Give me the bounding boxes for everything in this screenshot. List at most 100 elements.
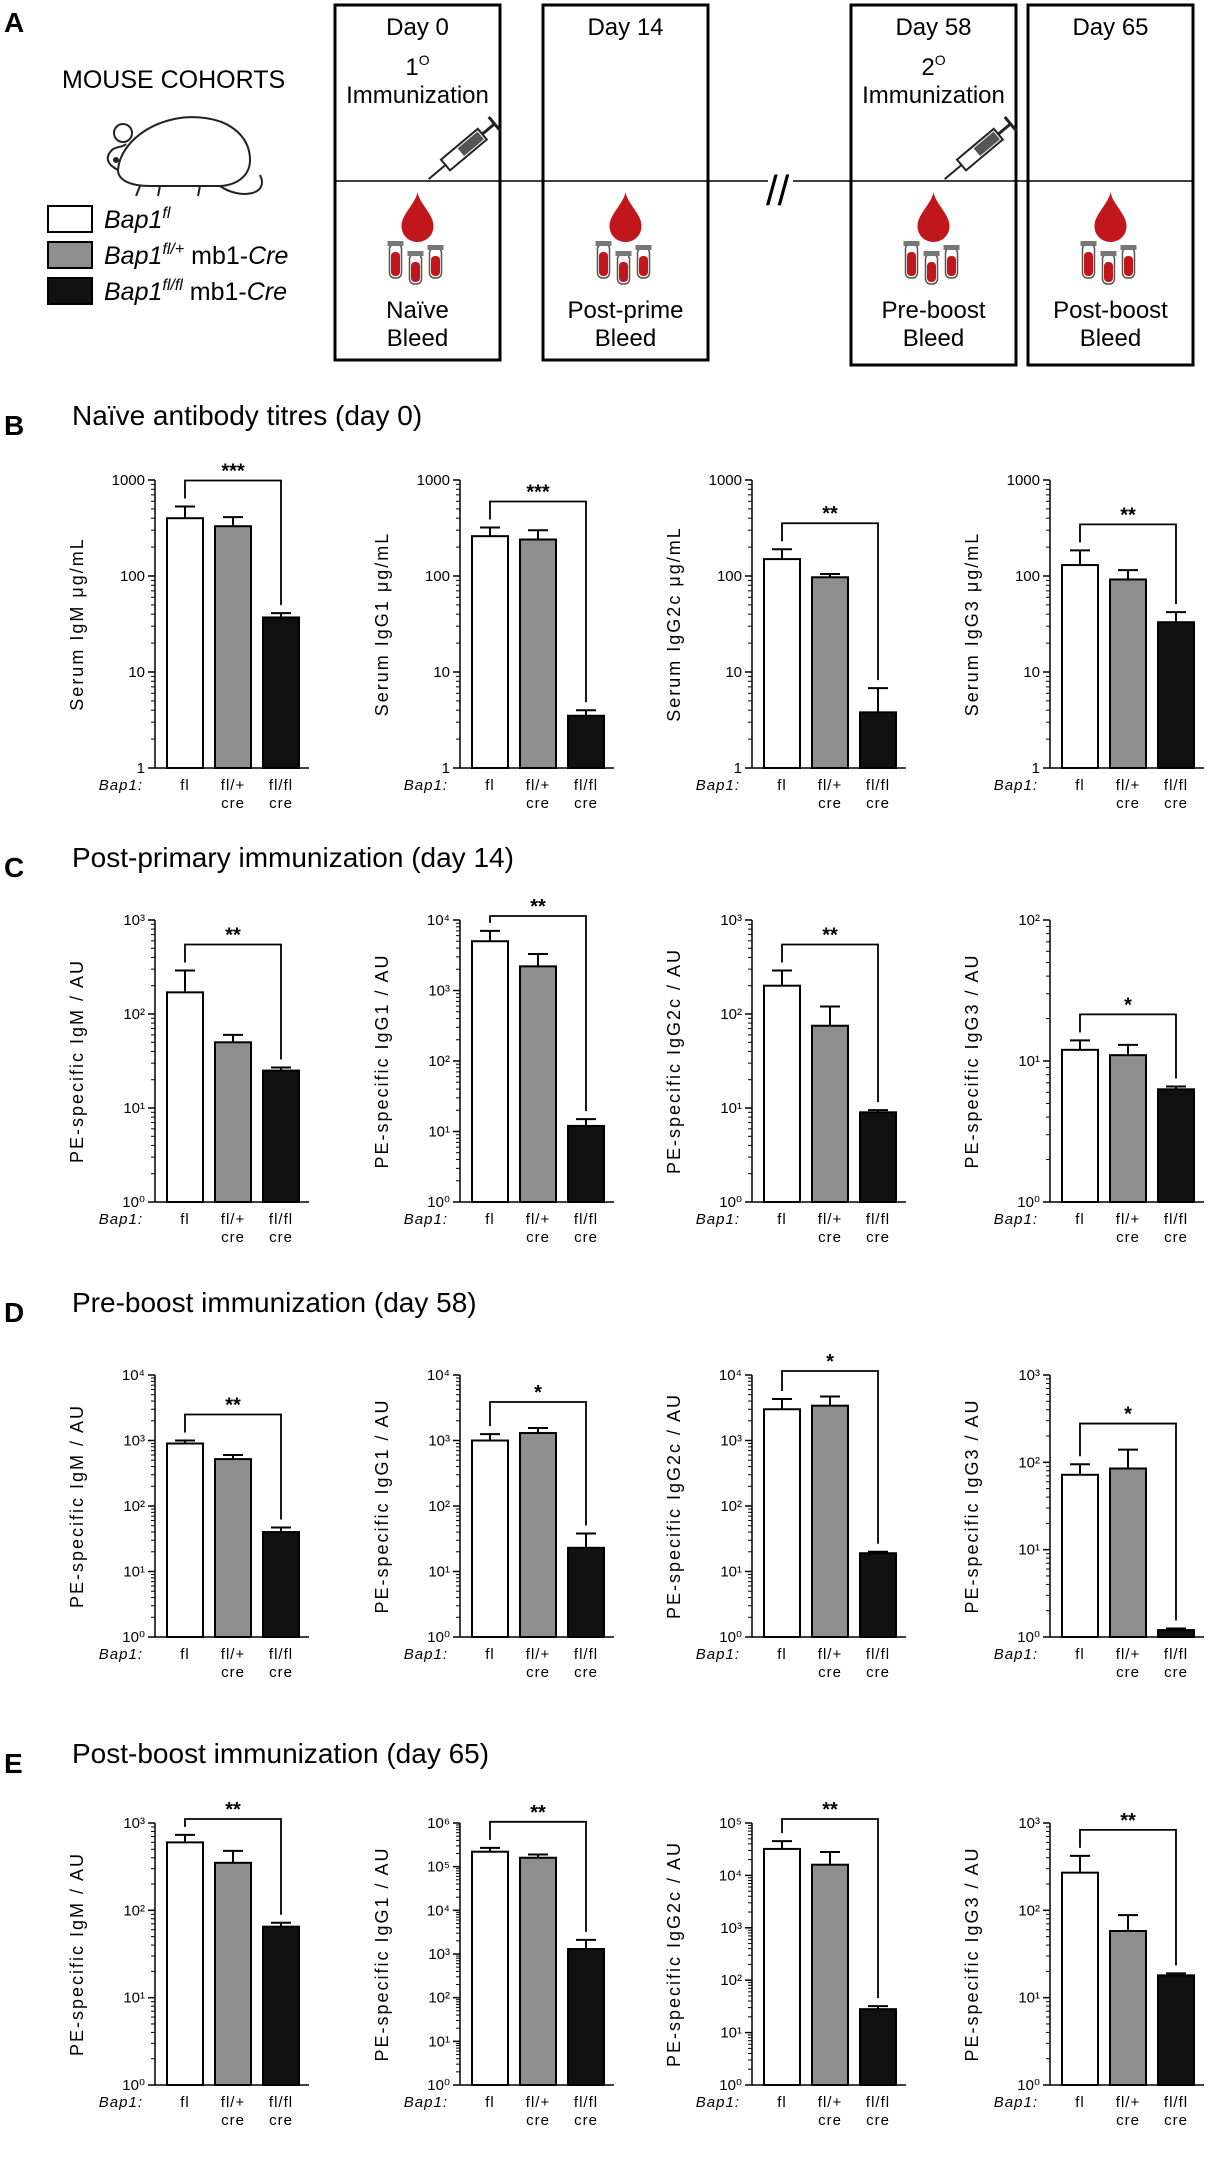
legend-swatch-0: [47, 205, 93, 233]
tube-cap: [387, 241, 404, 246]
y-tick-label: 1: [1032, 760, 1040, 777]
significance-stars: ***: [526, 482, 550, 504]
x-tick-label: cre: [1164, 1664, 1188, 1681]
x-tick-label: cre: [221, 1229, 245, 1246]
x-tick-label: fl: [777, 1646, 787, 1663]
legend-label-0: Bap1fl: [104, 205, 171, 234]
x-tick-label: cre: [1116, 1664, 1140, 1681]
bar-fl-plus-cre: [811, 576, 849, 769]
y-tick-label: 10³: [720, 1920, 742, 1937]
y-tick-label: 10³: [1018, 1367, 1040, 1384]
timepoint-frame: [849, 3, 1018, 367]
y-tick-label: 10³: [123, 1815, 145, 1832]
order-sup: O: [935, 52, 946, 68]
y-axis-label: PE-specific IgG3 / AU: [962, 1398, 982, 1613]
timeline-break: //: [766, 167, 790, 214]
y-axis-label: PE-specific IgG1 / AU: [372, 1846, 392, 2061]
y-tick-label: 10⁵: [427, 1859, 450, 1876]
syringe-plunger: [997, 122, 1012, 136]
y-axis-label: Serum IgG1 μg/mL: [372, 532, 392, 716]
y-tick-label: 10⁰: [122, 1629, 145, 1646]
tube-cap: [615, 251, 632, 256]
bar-fl-fl-cre: [262, 1531, 300, 1638]
significance-stars: **: [822, 925, 838, 947]
significance-bracket: [489, 500, 587, 703]
genotype-prefix: Bap1:: [994, 1646, 1038, 1663]
significance-stars: **: [225, 925, 241, 947]
bar-fl-fl-cre: [859, 1111, 897, 1203]
genotype-prefix: Bap1:: [696, 777, 740, 794]
genotype-prefix: Bap1:: [696, 1646, 740, 1663]
y-axis-label: PE-specific IgM / AU: [67, 1852, 87, 2056]
y-tick-label: 10²: [1018, 1902, 1040, 1919]
significance-stars: *: [1124, 1404, 1132, 1426]
legend-label-2: Bap1fl/fl mb1-Cre: [104, 277, 287, 306]
bar-fl-fl-cre: [859, 711, 897, 769]
section-headers: B Naïve antibody titres (day 0) C Post-prim…: [4, 400, 514, 1779]
y-tick-label: 10²: [428, 1498, 450, 1515]
x-tick-label: fl/fl: [1164, 1646, 1188, 1663]
y-tick-label: 10²: [123, 1902, 145, 1919]
tube-cap: [1100, 251, 1117, 256]
bar-fl: [471, 535, 509, 769]
bar-fl-fl-cre: [859, 1552, 897, 1639]
y-tick-label: 10⁰: [427, 2077, 450, 2094]
x-tick-label: fl/fl: [269, 1211, 293, 1228]
legend-sup: fl/+: [162, 241, 184, 258]
bleed-label: Bleed: [387, 325, 448, 352]
tube-blood: [927, 262, 936, 282]
y-tick-label: 10: [725, 664, 742, 681]
bar-fl-fl-cre: [1157, 1974, 1195, 2087]
y-tick-label: 10¹: [428, 2033, 450, 2050]
x-tick-label: fl/fl: [866, 1211, 890, 1228]
section-title-b: Naïve antibody titres (day 0): [72, 400, 422, 431]
x-tick-label: fl/+: [818, 1646, 842, 1663]
x-tick-label: fl/fl: [269, 2094, 293, 2111]
x-tick-label: fl: [180, 1646, 190, 1663]
tube-blood: [619, 262, 628, 282]
x-tick-label: cre: [526, 795, 550, 812]
y-tick-label: 10³: [428, 1946, 450, 1963]
genotype-prefix: Bap1:: [404, 1211, 448, 1228]
x-tick-label: fl/+: [526, 1646, 550, 1663]
chart-c-3: 10⁰ 10¹ 10² 10³ PE-specific IgG2c / AU fl fl/+…: [664, 912, 906, 1246]
y-tick-label: 10²: [720, 1006, 742, 1023]
bleed-label: Bleed: [595, 325, 656, 352]
tube-cap: [595, 241, 612, 246]
bar-fl-fl-cre: [1157, 621, 1195, 769]
bar-fl: [763, 984, 801, 1203]
timepoint-frame: [1026, 3, 1195, 367]
order-sup: O: [419, 52, 430, 68]
x-tick-label: cre: [574, 1664, 598, 1681]
y-tick-label: 10²: [428, 1990, 450, 2007]
chart-d-1: 10⁰ 10¹ 10² 10³ 10⁴ PE-specific IgM / AU fl fl/…: [67, 1367, 309, 1681]
syringe-handle: [487, 116, 502, 132]
x-tick-label: cre: [221, 2112, 245, 2129]
x-tick-label: cre: [526, 1664, 550, 1681]
y-tick-label: 1000: [112, 472, 145, 489]
x-tick-label: cre: [866, 1229, 890, 1246]
significance-stars: *: [1124, 994, 1132, 1016]
chart-c-2: 10⁰ 10¹ 10² 10³ 10⁴ PE-specific IgG1 / AU fl fl…: [372, 896, 614, 1246]
x-tick-label: cre: [866, 1664, 890, 1681]
significance-bracket: [1079, 1829, 1177, 1966]
panel-letter-b: B: [4, 410, 24, 441]
x-tick-label: fl: [777, 1211, 787, 1228]
syringe-needle: [944, 164, 963, 180]
x-tick-label: fl/+: [221, 1646, 245, 1663]
genotype-prefix: Bap1:: [99, 1646, 143, 1663]
bar-fl-fl-cre: [567, 1546, 605, 1639]
y-tick-label: 10: [433, 664, 450, 681]
bar-fl: [166, 517, 204, 770]
panel-letter-c: C: [4, 852, 24, 883]
x-tick-label: fl/fl: [1164, 1211, 1188, 1228]
x-tick-label: fl/+: [818, 1211, 842, 1228]
bar-fl-fl-cre: [1157, 1629, 1195, 1639]
y-tick-label: 1000: [417, 472, 450, 489]
y-tick-label: 10¹: [720, 1100, 742, 1117]
y-tick-label: 100: [425, 568, 450, 585]
